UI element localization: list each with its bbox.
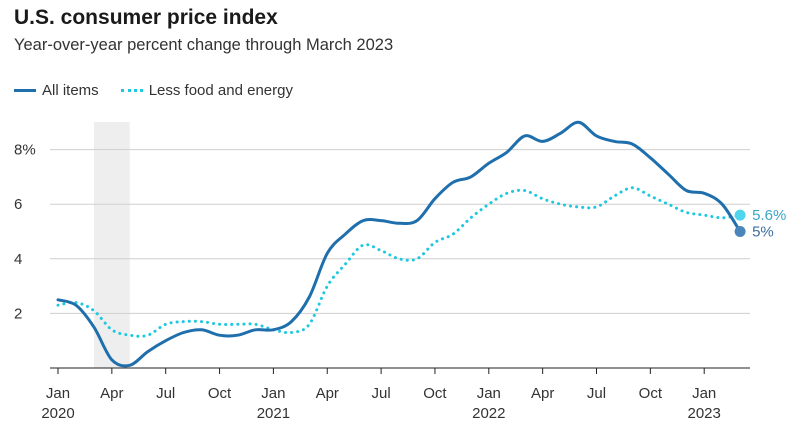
end-label-less-food-and-energy: 5.6% (752, 207, 786, 224)
y-tick-label: 6 (14, 196, 22, 213)
end-label-all-items: 5% (752, 224, 774, 241)
legend-item-less-food-energy: Less food and energy (120, 82, 293, 99)
x-tick-year-label: 2021 (257, 405, 290, 422)
y-tick-label: 4 (14, 251, 22, 268)
legend: All items Less food and energy (14, 82, 315, 99)
chart-title: U.S. consumer price index (14, 6, 278, 29)
legend-item-all-items: All items (14, 82, 99, 99)
legend-label-all-items: All items (42, 82, 99, 99)
x-tick-label: Apr (316, 385, 339, 402)
end-marker-all-items (734, 226, 746, 237)
series-line-less-food-and-energy (56, 186, 742, 338)
x-tick-year-label: 2020 (41, 405, 74, 422)
x-tick-label: Oct (208, 385, 232, 402)
y-tick-label: 2 (14, 305, 22, 322)
x-tick-label: Jul (587, 385, 606, 402)
legend-label-less-food-energy: Less food and energy (148, 82, 293, 99)
x-tick-label: Oct (639, 385, 663, 402)
y-tick-label: 8% (14, 142, 36, 159)
x-tick-label: Jul (372, 385, 391, 402)
series-line-all-items (56, 120, 742, 368)
recession-shading (93, 122, 130, 368)
x-tick-label: Apr (531, 385, 554, 402)
x-tick-label: Jan (477, 385, 501, 402)
x-tick-label: Apr (100, 385, 123, 402)
legend-swatch-dotted (120, 89, 143, 92)
end-marker-less-food-and-energy (734, 209, 746, 221)
x-tick-year-label: 2022 (472, 405, 505, 422)
legend-swatch-solid (14, 89, 36, 92)
x-tick-label: Jan (261, 385, 285, 402)
chart-subtitle: Year-over-year percent change through Ma… (14, 36, 394, 54)
x-tick-year-label: 2023 (688, 405, 721, 422)
x-tick-label: Jan (46, 385, 70, 402)
x-tick-label: Jan (692, 385, 716, 402)
x-tick-label: Oct (423, 385, 447, 402)
x-tick-label: Jul (156, 385, 175, 402)
